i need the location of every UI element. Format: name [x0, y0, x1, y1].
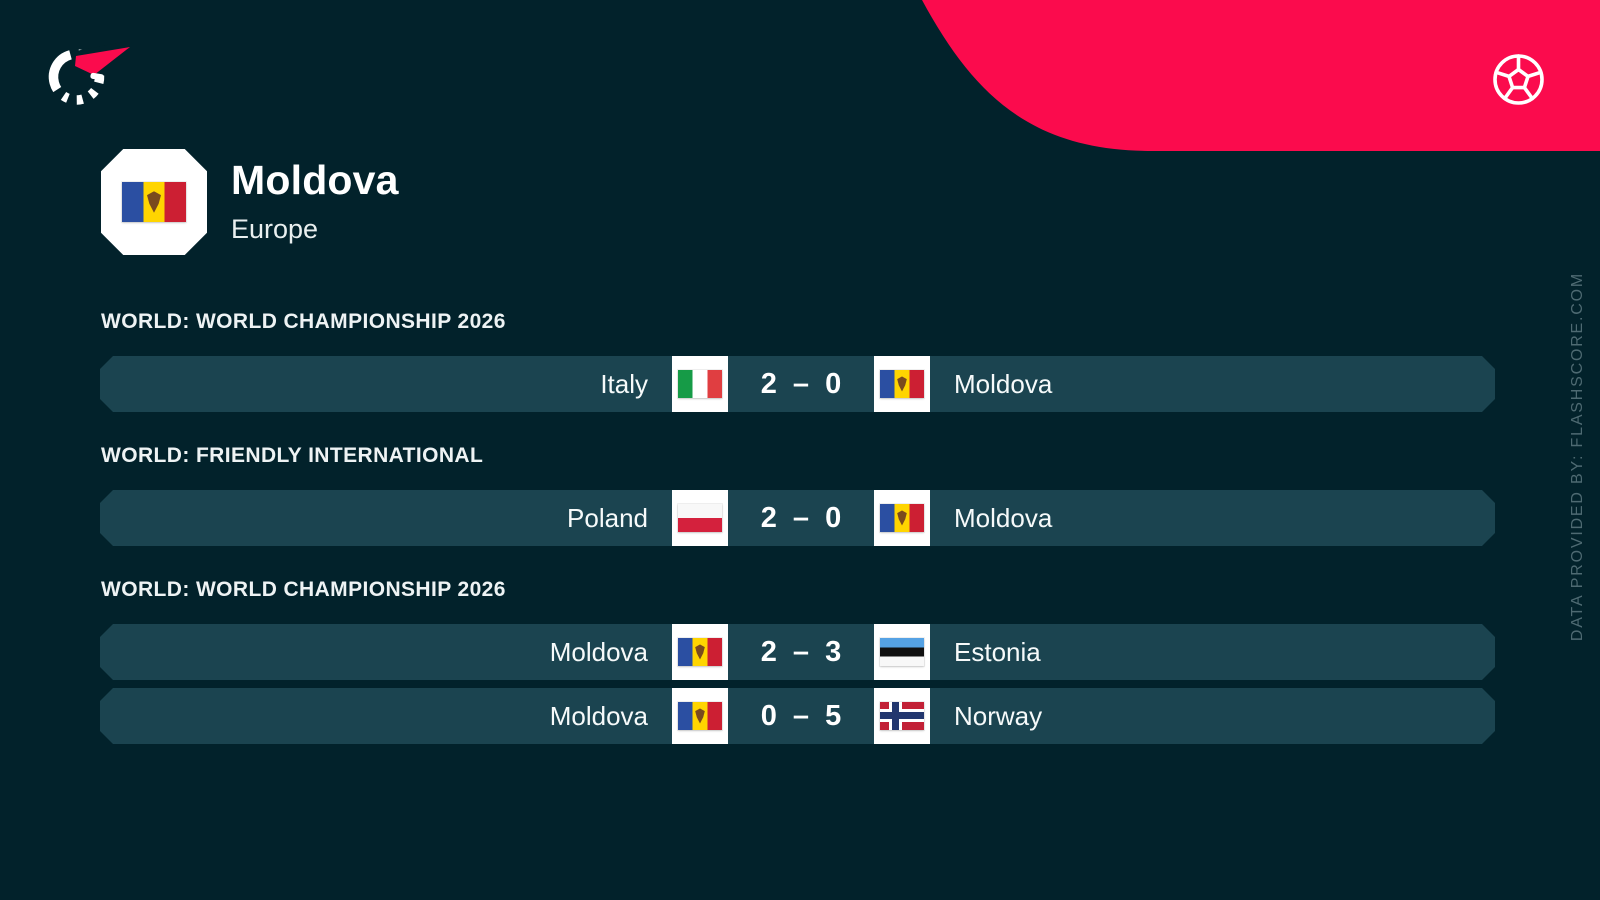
away-flag-box: [874, 624, 930, 680]
section-title: WORLD: WORLD CHAMPIONSHIP 2026: [101, 310, 506, 333]
watermark: DATA PROVIDED BY: FLASHSCORE.COM: [1569, 272, 1586, 642]
home-team-name: Moldova: [549, 636, 648, 667]
away-team-flag: [880, 702, 924, 730]
match-score: 2 – 3: [728, 624, 874, 680]
score-separator: –: [792, 635, 810, 668]
away-score: 0: [825, 501, 842, 534]
score-separator: –: [792, 501, 810, 534]
home-score: 2: [760, 367, 777, 400]
section: WORLD: WORLD CHAMPIONSHIP 2026 Italy 2 –…: [100, 310, 1495, 412]
team-flag-card: [101, 149, 207, 255]
home-team-name: Poland: [567, 502, 648, 533]
match-score: 0 – 5: [728, 688, 874, 744]
away-score: 3: [825, 635, 842, 668]
home-team-flag: [678, 638, 722, 666]
home-team-name: Italy: [600, 368, 648, 399]
page-title: Moldova: [231, 157, 399, 204]
flashscore-logo-icon: [48, 42, 132, 105]
home-score: 2: [760, 635, 777, 668]
section-title: WORLD: FRIENDLY INTERNATIONAL: [101, 444, 484, 467]
away-team-name: Estonia: [954, 636, 1041, 667]
away-team-flag: [880, 370, 924, 398]
away-score: 0: [825, 367, 842, 400]
away-flag-box: [874, 490, 930, 546]
away-team-name: Norway: [954, 700, 1043, 731]
match-sections-list: WORLD: WORLD CHAMPIONSHIP 2026 Italy 2 –…: [100, 310, 1495, 776]
home-score: 2: [760, 501, 777, 534]
match-row[interactable]: Moldova 2 – 3 Estonia: [100, 624, 1495, 680]
away-team-name: Moldova: [954, 368, 1053, 399]
away-team-flag: [880, 638, 924, 666]
home-team-flag: [678, 702, 722, 730]
home-flag-box: [672, 624, 728, 680]
team-region: Europe: [231, 213, 319, 244]
home-flag-box: [672, 688, 728, 744]
moldova-flag: [122, 182, 186, 222]
away-flag-box: [874, 688, 930, 744]
football-icon: [1493, 54, 1544, 105]
score-separator: –: [792, 699, 810, 732]
section: WORLD: FRIENDLY INTERNATIONAL Poland 2 –…: [100, 444, 1495, 546]
red-corner-banner: [922, 0, 1600, 151]
home-flag-box: [672, 356, 728, 412]
home-score: 0: [760, 699, 777, 732]
match-row[interactable]: Moldova 0 – 5 Norway: [100, 688, 1495, 744]
away-flag-box: [874, 356, 930, 412]
match-score: 2 – 0: [728, 356, 874, 412]
match-row[interactable]: Italy 2 – 0 Moldova: [100, 356, 1495, 412]
home-team-flag: [678, 504, 722, 532]
home-team-name: Moldova: [549, 700, 648, 731]
section: WORLD: WORLD CHAMPIONSHIP 2026 Moldova 2…: [100, 578, 1495, 744]
away-team-name: Moldova: [954, 502, 1053, 533]
home-flag-box: [672, 490, 728, 546]
team-meta: Moldova Europe: [231, 159, 399, 244]
team-header: Moldova Europe: [101, 149, 399, 255]
score-separator: –: [792, 367, 810, 400]
match-row[interactable]: Poland 2 – 0 Moldova: [100, 490, 1495, 546]
section-title: WORLD: WORLD CHAMPIONSHIP 2026: [101, 578, 506, 601]
away-score: 5: [825, 699, 842, 732]
match-score: 2 – 0: [728, 490, 874, 546]
away-team-flag: [880, 504, 924, 532]
home-team-flag: [678, 370, 722, 398]
